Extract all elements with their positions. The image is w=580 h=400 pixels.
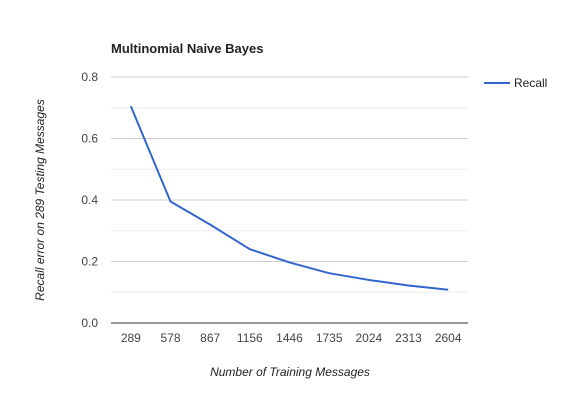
x-tick-label: 1446 [276,331,303,345]
x-axis-title: Number of Training Messages [210,365,370,379]
chart-title: Multinomial Naive Bayes [111,41,263,56]
y-tick-label: 0.4 [81,193,98,207]
legend: Recall [484,76,547,90]
x-tick-label: 867 [200,331,220,345]
legend-label: Recall [514,76,547,90]
y-tick-label: 0.6 [81,132,98,146]
x-tick-label: 2313 [395,331,422,345]
x-tick-label: 1156 [237,331,263,345]
y-axis-title: Recall error on 289 Testing Messages [33,99,47,301]
y-tick-label: 0.8 [81,70,98,84]
x-axis-ticks: 289 578 867 1156 1446 1735 2024 2313 2604 [121,331,462,345]
series-layer [131,106,448,290]
y-tick-label: 0.2 [81,255,98,269]
x-tick-label: 2024 [355,331,382,345]
y-tick-label: 0.0 [81,316,98,330]
y-axis-ticks: 0.0 0.2 0.4 0.6 0.8 [81,70,98,330]
x-tick-label: 1735 [316,331,343,345]
x-tick-label: 289 [121,331,141,345]
series-line-recall [131,106,448,290]
x-tick-label: 578 [160,331,180,345]
x-tick-label: 2604 [435,331,462,345]
gridlines [111,77,468,292]
